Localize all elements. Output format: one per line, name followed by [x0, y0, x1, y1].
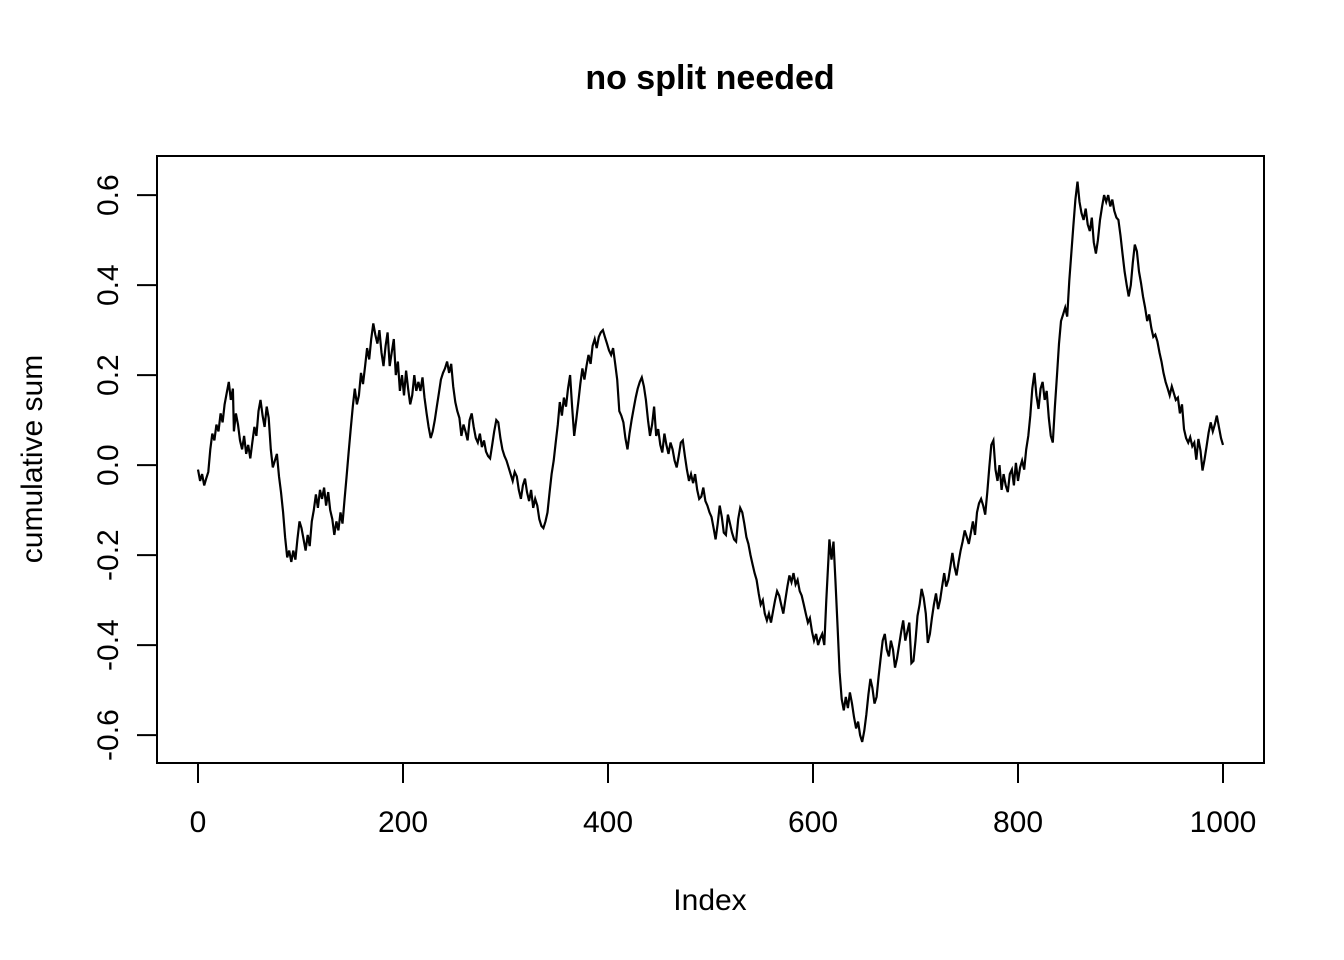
y-axis-label: cumulative sum — [16, 355, 49, 563]
x-tick-label: 400 — [583, 806, 633, 839]
chart-title: no split needed — [585, 59, 834, 97]
x-axis: 0 200 400 600 800 1000 — [190, 763, 1257, 839]
x-tick-label: 600 — [788, 806, 838, 839]
y-tick-label: 0.4 — [92, 264, 125, 306]
y-tick-label: 0.0 — [92, 444, 125, 486]
x-tick-label: 0 — [190, 806, 207, 839]
y-tick-label: 0.2 — [92, 354, 125, 396]
x-axis-label: Index — [673, 884, 746, 917]
x-tick-label: 800 — [993, 806, 1043, 839]
y-tick-label: -0.2 — [92, 529, 125, 581]
y-axis: -0.6 -0.4 -0.2 0.0 0.2 0.4 0.6 — [92, 174, 157, 761]
y-tick-label: 0.6 — [92, 174, 125, 216]
y-tick-label: -0.4 — [92, 619, 125, 671]
y-tick-label: -0.6 — [92, 709, 125, 761]
plot-box — [156, 155, 1265, 764]
x-tick-label: 200 — [378, 806, 428, 839]
cumulative-sum-line — [196, 181, 1225, 743]
x-tick-label: 1000 — [1190, 806, 1257, 839]
